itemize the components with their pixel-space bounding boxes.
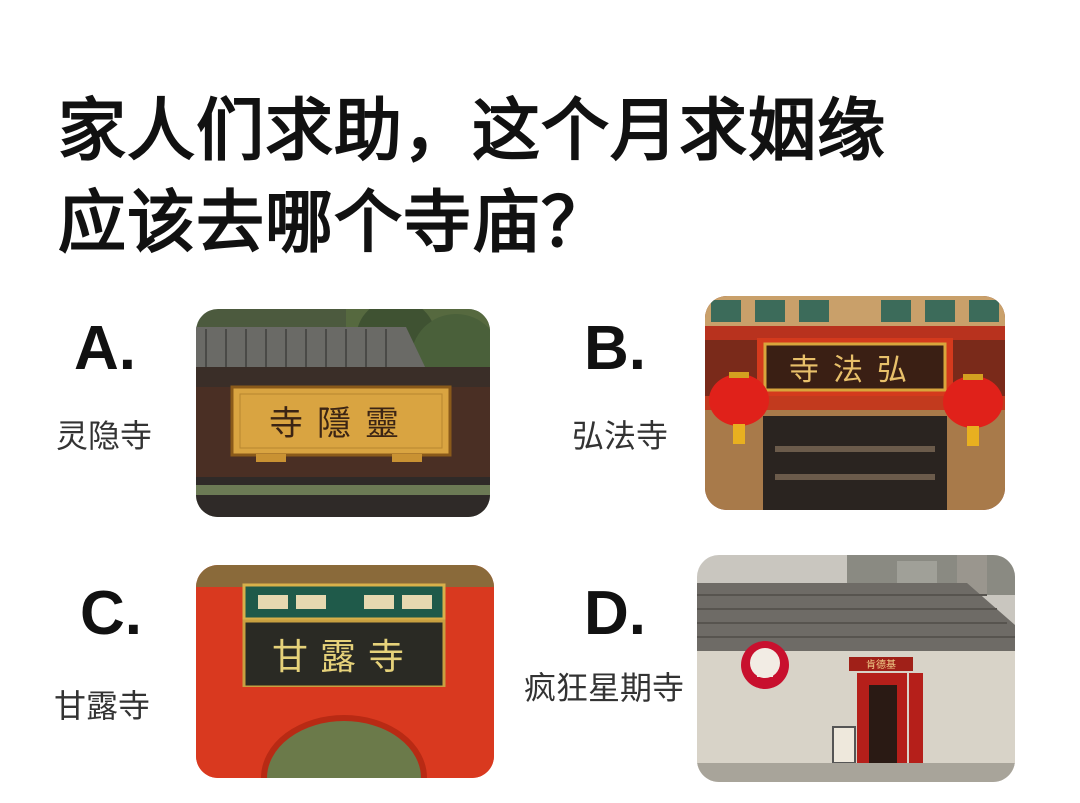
option-c-sign-text: 甘露寺 [272, 637, 416, 678]
option-a-caption: 灵隐寺 [56, 417, 153, 455]
option-a-sign-text: 寺隱靈 [269, 404, 413, 444]
option-c-letter: C. [80, 579, 142, 648]
option-b-photo[interactable]: 寺法弘 [705, 296, 1005, 510]
question-title-line-1: 家人们求助，这个月求姻缘 [58, 92, 887, 171]
option-c-photo[interactable]: 甘露寺 [196, 565, 494, 778]
option-a-letter: A. [74, 314, 136, 383]
option-b-sign-text: 寺法弘 [789, 353, 921, 388]
option-b-letter: B. [584, 314, 646, 383]
option-d-photo[interactable]: 肯德基 [697, 555, 1015, 782]
ganlu-temple-image: 甘露寺 [196, 565, 494, 778]
kfc-temple-image: 肯德基 [697, 555, 1015, 782]
question-title: 家人们求助，这个月求姻缘 应该去哪个寺庙？ [58, 86, 886, 270]
question-title-line-2: 应该去哪个寺庙？ [58, 184, 611, 263]
lingyin-temple-image: 寺隱靈 [196, 309, 490, 517]
option-d-caption: 疯狂星期寺 [524, 669, 685, 707]
option-c-caption: 甘露寺 [54, 687, 151, 725]
hongfa-temple-image: 寺法弘 [705, 296, 1005, 510]
option-b-caption: 弘法寺 [572, 417, 669, 455]
option-d-sign-text: 肯德基 [866, 658, 896, 671]
option-d-letter: D. [584, 579, 646, 648]
option-a-photo[interactable]: 寺隱靈 [196, 309, 490, 517]
